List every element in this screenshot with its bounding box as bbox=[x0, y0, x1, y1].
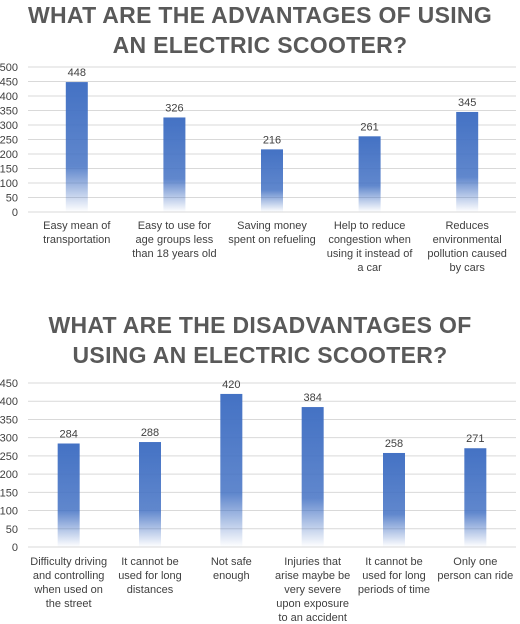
y-tick-label: 150 bbox=[0, 487, 18, 499]
y-tick-label: 200 bbox=[0, 469, 18, 481]
bar bbox=[261, 149, 283, 212]
x-tick-label: Only one person can ride bbox=[437, 556, 514, 582]
chart-title: WHAT ARE THE DISADVANTAGES OF USING AN E… bbox=[48, 312, 472, 368]
bar bbox=[139, 442, 161, 547]
y-tick-label: 50 bbox=[6, 524, 18, 536]
data-label: 284 bbox=[59, 428, 77, 440]
x-tick-label: Injuries that arise maybe be very severe… bbox=[275, 556, 351, 624]
x-tick-label: Help to reduce congestion when using it … bbox=[326, 220, 413, 274]
data-label: 216 bbox=[263, 134, 281, 146]
y-tick-label: 350 bbox=[0, 414, 18, 426]
x-tick-label: Easy to use for age groups less than 18 … bbox=[132, 220, 217, 260]
x-tick-label: Easy mean of transportation bbox=[43, 220, 111, 246]
bar bbox=[220, 393, 243, 547]
y-tick-label: 500 bbox=[0, 62, 18, 74]
y-tick-label: 450 bbox=[0, 77, 18, 89]
y-tick-label: 0 bbox=[12, 542, 18, 554]
data-label: 261 bbox=[360, 121, 378, 133]
y-tick-label: 250 bbox=[0, 451, 18, 463]
y-tick-label: 400 bbox=[0, 396, 18, 408]
y-tick-label: 50 bbox=[6, 193, 18, 205]
data-label: 384 bbox=[303, 392, 321, 404]
y-tick-label: 300 bbox=[0, 120, 18, 132]
data-label: 288 bbox=[141, 427, 159, 439]
data-label: 345 bbox=[458, 97, 476, 109]
bar bbox=[464, 448, 487, 547]
chart-title: WHAT ARE THE ADVANTAGES OF USING AN ELEC… bbox=[27, 2, 493, 58]
data-label: 326 bbox=[165, 102, 183, 114]
bar bbox=[456, 111, 479, 212]
bar bbox=[57, 443, 80, 547]
x-tick-label: Difficulty driving and controlling when … bbox=[30, 556, 108, 610]
data-label: 448 bbox=[68, 67, 86, 79]
y-tick-label: 250 bbox=[0, 135, 18, 147]
bar bbox=[358, 136, 381, 212]
y-tick-label: 100 bbox=[0, 178, 18, 190]
x-tick-label: It cannot be used for long distances bbox=[118, 556, 182, 596]
x-tick-label: Saving money spent on refueling bbox=[228, 220, 316, 246]
data-label: 271 bbox=[466, 433, 484, 445]
y-tick-label: 450 bbox=[0, 378, 18, 390]
x-tick-label: Reduces environmental pollution caused b… bbox=[427, 220, 507, 274]
y-tick-label: 150 bbox=[0, 164, 18, 176]
bar bbox=[163, 117, 186, 212]
y-tick-label: 200 bbox=[0, 149, 18, 161]
y-tick-label: 400 bbox=[0, 91, 18, 103]
y-tick-label: 350 bbox=[0, 106, 18, 118]
bar bbox=[65, 82, 88, 212]
x-tick-label: It cannot be used for long periods of ti… bbox=[357, 556, 431, 596]
data-label: 258 bbox=[385, 438, 403, 450]
bar bbox=[301, 407, 324, 547]
bar bbox=[383, 452, 405, 547]
y-tick-label: 100 bbox=[0, 506, 18, 518]
data-label: 420 bbox=[222, 379, 240, 391]
y-tick-label: 0 bbox=[12, 207, 18, 219]
x-tick-label: Not safe enough bbox=[210, 556, 252, 582]
y-tick-label: 300 bbox=[0, 433, 18, 445]
